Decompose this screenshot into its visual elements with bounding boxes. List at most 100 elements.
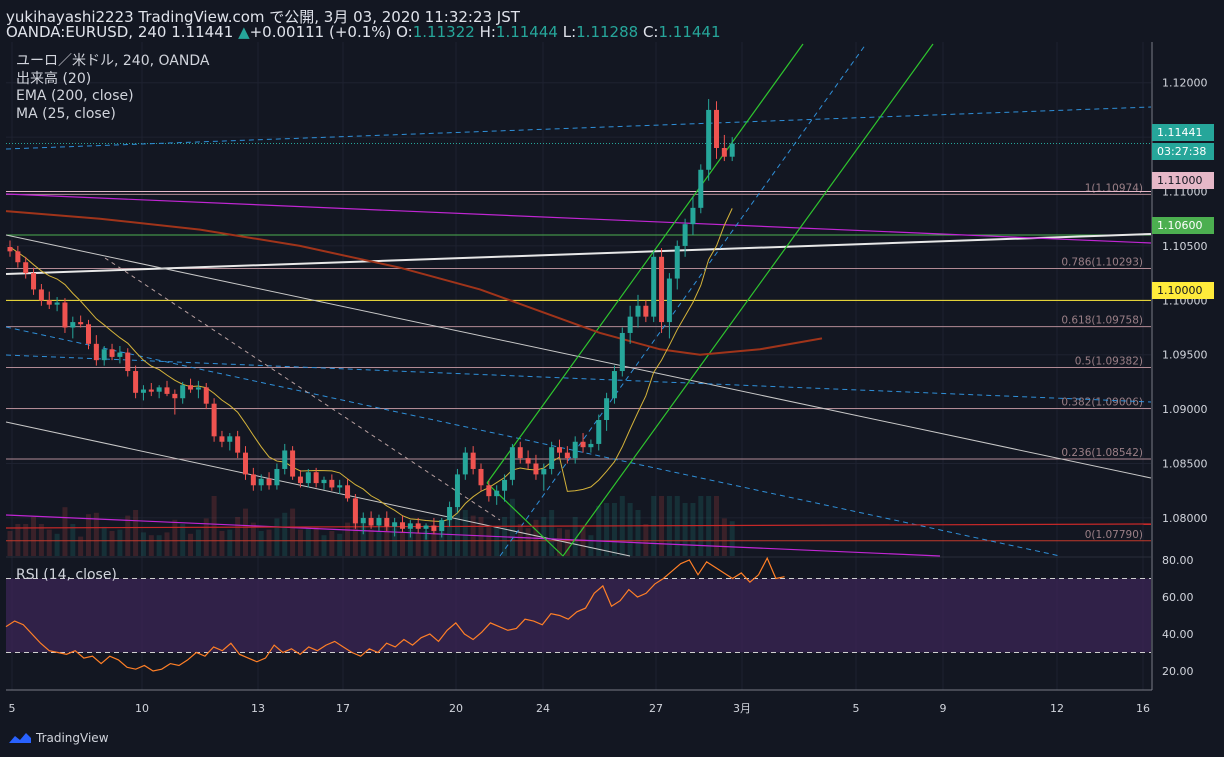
- price-tick-label: 1.08000: [1162, 512, 1208, 525]
- volume-bar: [572, 517, 578, 556]
- price-tick-label: 1.08500: [1162, 458, 1208, 471]
- tradingview-brand[interactable]: TradingView: [8, 731, 109, 745]
- candle-body: [721, 148, 727, 157]
- price-badge-label: 1.11000: [1157, 174, 1203, 187]
- candle-body: [502, 479, 508, 491]
- blue-dashed-line-low: [5, 354, 1152, 403]
- candle-body: [431, 525, 437, 531]
- candle-body: [235, 436, 241, 453]
- candle-body: [604, 398, 610, 420]
- time-tick-label: 24: [536, 702, 550, 715]
- volume-bar: [541, 517, 547, 556]
- volume-bar: [23, 524, 29, 556]
- volume-bar: [203, 518, 209, 556]
- volume-bar: [690, 503, 696, 556]
- legend-ema[interactable]: EMA (200, close): [16, 88, 134, 104]
- channel-lower-line: [562, 43, 934, 557]
- candle-body: [478, 468, 484, 486]
- legend-title[interactable]: ユーロ／米ドル, 240, OANDA: [16, 53, 210, 69]
- volume-bars: [7, 496, 735, 556]
- fib-level-label: 1(1.10974): [1085, 182, 1143, 194]
- candle-body: [627, 316, 633, 333]
- volume-bar: [596, 505, 602, 556]
- candle-body: [156, 387, 162, 392]
- volume-bar: [321, 535, 327, 556]
- volume-bar: [7, 531, 13, 556]
- volume-bar: [400, 531, 405, 556]
- candle-body: [258, 478, 264, 486]
- volume-bar: [729, 521, 735, 556]
- volume-bar: [156, 535, 162, 556]
- candle-body: [729, 143, 735, 157]
- trend-lines[interactable]: [5, 43, 1152, 557]
- volume-bar: [337, 533, 343, 556]
- fib-level-label: 0.5(1.09382): [1075, 356, 1143, 368]
- candle-body: [714, 109, 719, 148]
- volume-bar: [423, 531, 429, 556]
- rsi-legend[interactable]: RSI (14, close): [16, 567, 117, 583]
- candle-body: [494, 490, 500, 497]
- volume-bar: [148, 535, 154, 556]
- volume-bar: [313, 526, 319, 556]
- candle-body: [297, 476, 303, 484]
- volume-bar: [494, 526, 500, 556]
- volume-bar: [117, 529, 123, 556]
- price-change: +0.00111 (+0.1%): [249, 23, 392, 41]
- rsi-pane[interactable]: [5, 556, 1151, 672]
- candle-body: [682, 224, 688, 246]
- price-badge-bg: [1152, 172, 1214, 189]
- volume-bar: [352, 507, 358, 556]
- volume-bar: [243, 508, 248, 556]
- volume-bar: [101, 526, 107, 556]
- volume-bar: [557, 528, 562, 556]
- volume-bar: [439, 526, 445, 556]
- volume-bar: [133, 510, 139, 556]
- volume-bar: [258, 531, 264, 556]
- open-value: 1.11322: [412, 23, 475, 41]
- volume-bar: [376, 531, 382, 556]
- candle-body: [148, 389, 154, 392]
- candle-body: [133, 371, 139, 393]
- volume-bar: [415, 532, 421, 556]
- candle-body: [243, 452, 248, 475]
- candle-body: [509, 447, 515, 480]
- candle-body: [31, 273, 37, 290]
- volume-bar: [305, 528, 311, 556]
- volume-bar: [682, 503, 688, 556]
- purple-trend-line-lower: [5, 514, 941, 557]
- volume-bar: [611, 503, 617, 556]
- candlestick-series: [7, 99, 735, 540]
- volume-bar: [282, 512, 288, 556]
- candle-body: [305, 472, 311, 484]
- volume-bar: [38, 524, 44, 556]
- time-tick-label: 5: [9, 702, 16, 715]
- candle-body: [549, 447, 555, 469]
- candle-body: [439, 520, 445, 531]
- fibonacci-retracement[interactable]: 1(1.10974) 0.786(1.10293) 0.618(1.09758) 0.…: [6, 143, 1151, 542]
- price-tick-label: 1.09000: [1162, 403, 1208, 416]
- candle-body: [266, 478, 272, 486]
- volume-bar: [62, 507, 68, 556]
- volume-bar: [368, 529, 374, 556]
- candle-body: [611, 371, 617, 399]
- volume-bar: [274, 518, 280, 556]
- high-label: H:: [479, 23, 496, 41]
- candle-body: [164, 387, 170, 394]
- candle-body: [313, 472, 319, 484]
- symbol-name[interactable]: OANDA:EURUSD, 240: [6, 23, 167, 41]
- legend-volume[interactable]: 出来高 (20): [16, 70, 92, 87]
- last-price: 1.11441: [171, 23, 234, 41]
- candle-body: [125, 352, 131, 372]
- candle-body: [533, 463, 539, 475]
- candle-body: [557, 447, 562, 453]
- candle-body: [101, 349, 107, 361]
- candle-body: [172, 393, 178, 399]
- volume-bar: [549, 510, 555, 556]
- candle-body: [140, 389, 146, 393]
- legend-ma[interactable]: MA (25, close): [16, 105, 116, 122]
- candle-body: [659, 256, 665, 323]
- time-tick-label: 10: [135, 702, 149, 715]
- candle-body: [54, 302, 60, 305]
- volume-bar: [345, 522, 351, 556]
